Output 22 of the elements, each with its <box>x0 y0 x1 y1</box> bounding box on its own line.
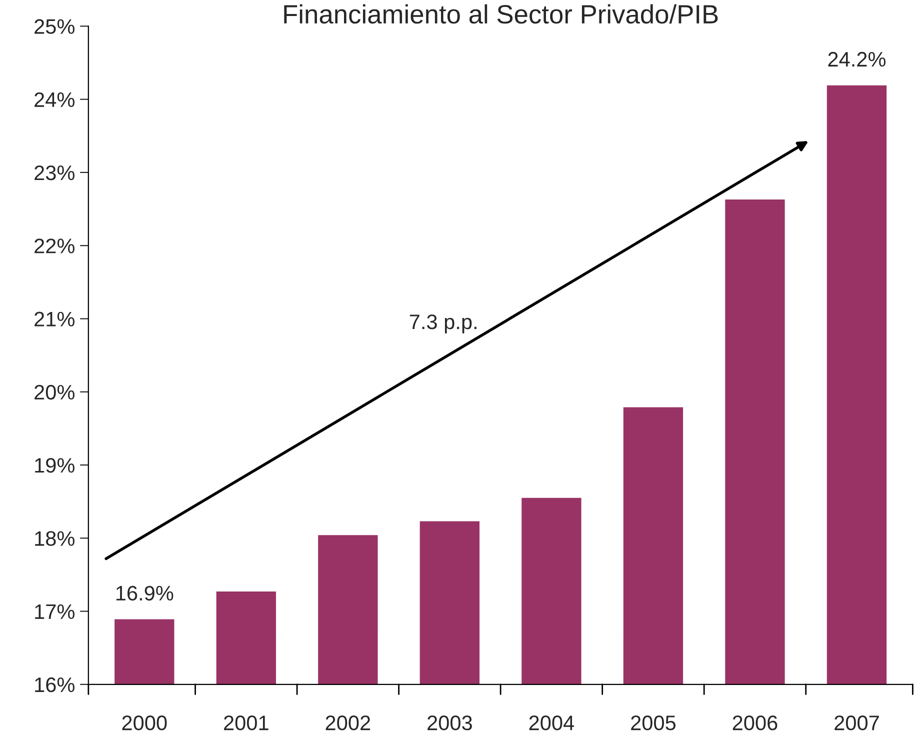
y-tick-label: 23% <box>34 165 74 180</box>
data-label: 24.2% <box>828 52 886 67</box>
annotation: 7.3 p.p. <box>410 314 476 334</box>
y-tick-label: 22% <box>34 238 74 254</box>
y-tick-label: 20% <box>34 384 74 400</box>
y-tick-label: 24% <box>34 92 74 107</box>
x-tick-label: 2007 <box>834 716 879 730</box>
x-tick-label: 2005 <box>631 716 676 730</box>
y-tick-label: 19% <box>35 458 74 473</box>
y-tick-label: 21% <box>34 312 74 326</box>
x-tick-label: 2002 <box>326 716 370 730</box>
x-tick-label: 2006 <box>732 716 778 730</box>
x-tick-label: 2000 <box>122 716 167 730</box>
y-tick-label: 18% <box>35 531 74 546</box>
x-tick-label: 2004 <box>529 716 574 730</box>
x-tick-label: 2003 <box>428 716 472 730</box>
data-label: 16.9% <box>116 586 174 601</box>
y-tick-label: 16% <box>35 677 74 692</box>
chart-title: Financiamiento al Sector Privado/PIB <box>284 4 718 24</box>
y-tick-label: 17% <box>35 604 74 619</box>
x-tick-label: 2001 <box>224 716 268 730</box>
y-tick-label: 25% <box>34 19 74 34</box>
